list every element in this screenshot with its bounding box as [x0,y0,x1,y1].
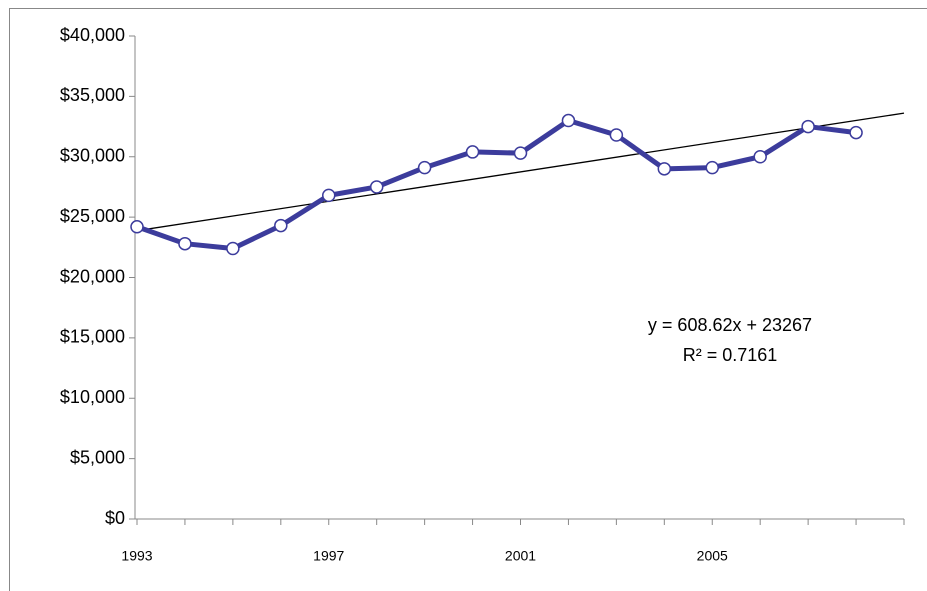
y-tick-label: $0 [105,508,125,528]
y-tick-label: $40,000 [60,25,125,45]
chart-border [9,8,927,591]
data-point [178,236,192,251]
y-tick-label: $5,000 [70,447,125,467]
data-point [609,128,624,142]
data-point [513,146,528,160]
data-point [657,162,672,176]
data-point [226,241,240,256]
trendline [136,112,905,232]
data-point [561,113,576,128]
data-point [753,150,767,164]
data-point [849,125,863,140]
data-point [801,119,815,134]
y-tick-label: $10,000 [60,387,125,407]
data-point [130,220,144,234]
data-point [417,160,432,175]
data-point [705,160,719,175]
r-squared: R² = 0.7161 [683,345,778,365]
y-tick-label: $15,000 [60,327,125,347]
data-point [369,180,384,194]
x-tick-label: 1993 [121,548,152,564]
x-tick-label: 2005 [697,548,728,564]
y-tick-label: $20,000 [60,266,125,286]
equation: y = 608.62x + 23267 [648,315,812,335]
y-tick-label: $25,000 [60,206,125,226]
x-tick-label: 2001 [505,548,536,564]
data-point [465,145,480,159]
data-line [136,118,857,252]
y-tick-label: $35,000 [60,85,125,105]
x-tick-label: 1997 [313,548,344,564]
data-point [274,218,288,233]
y-tick-label: $30,000 [60,146,125,166]
data-point [322,188,336,203]
